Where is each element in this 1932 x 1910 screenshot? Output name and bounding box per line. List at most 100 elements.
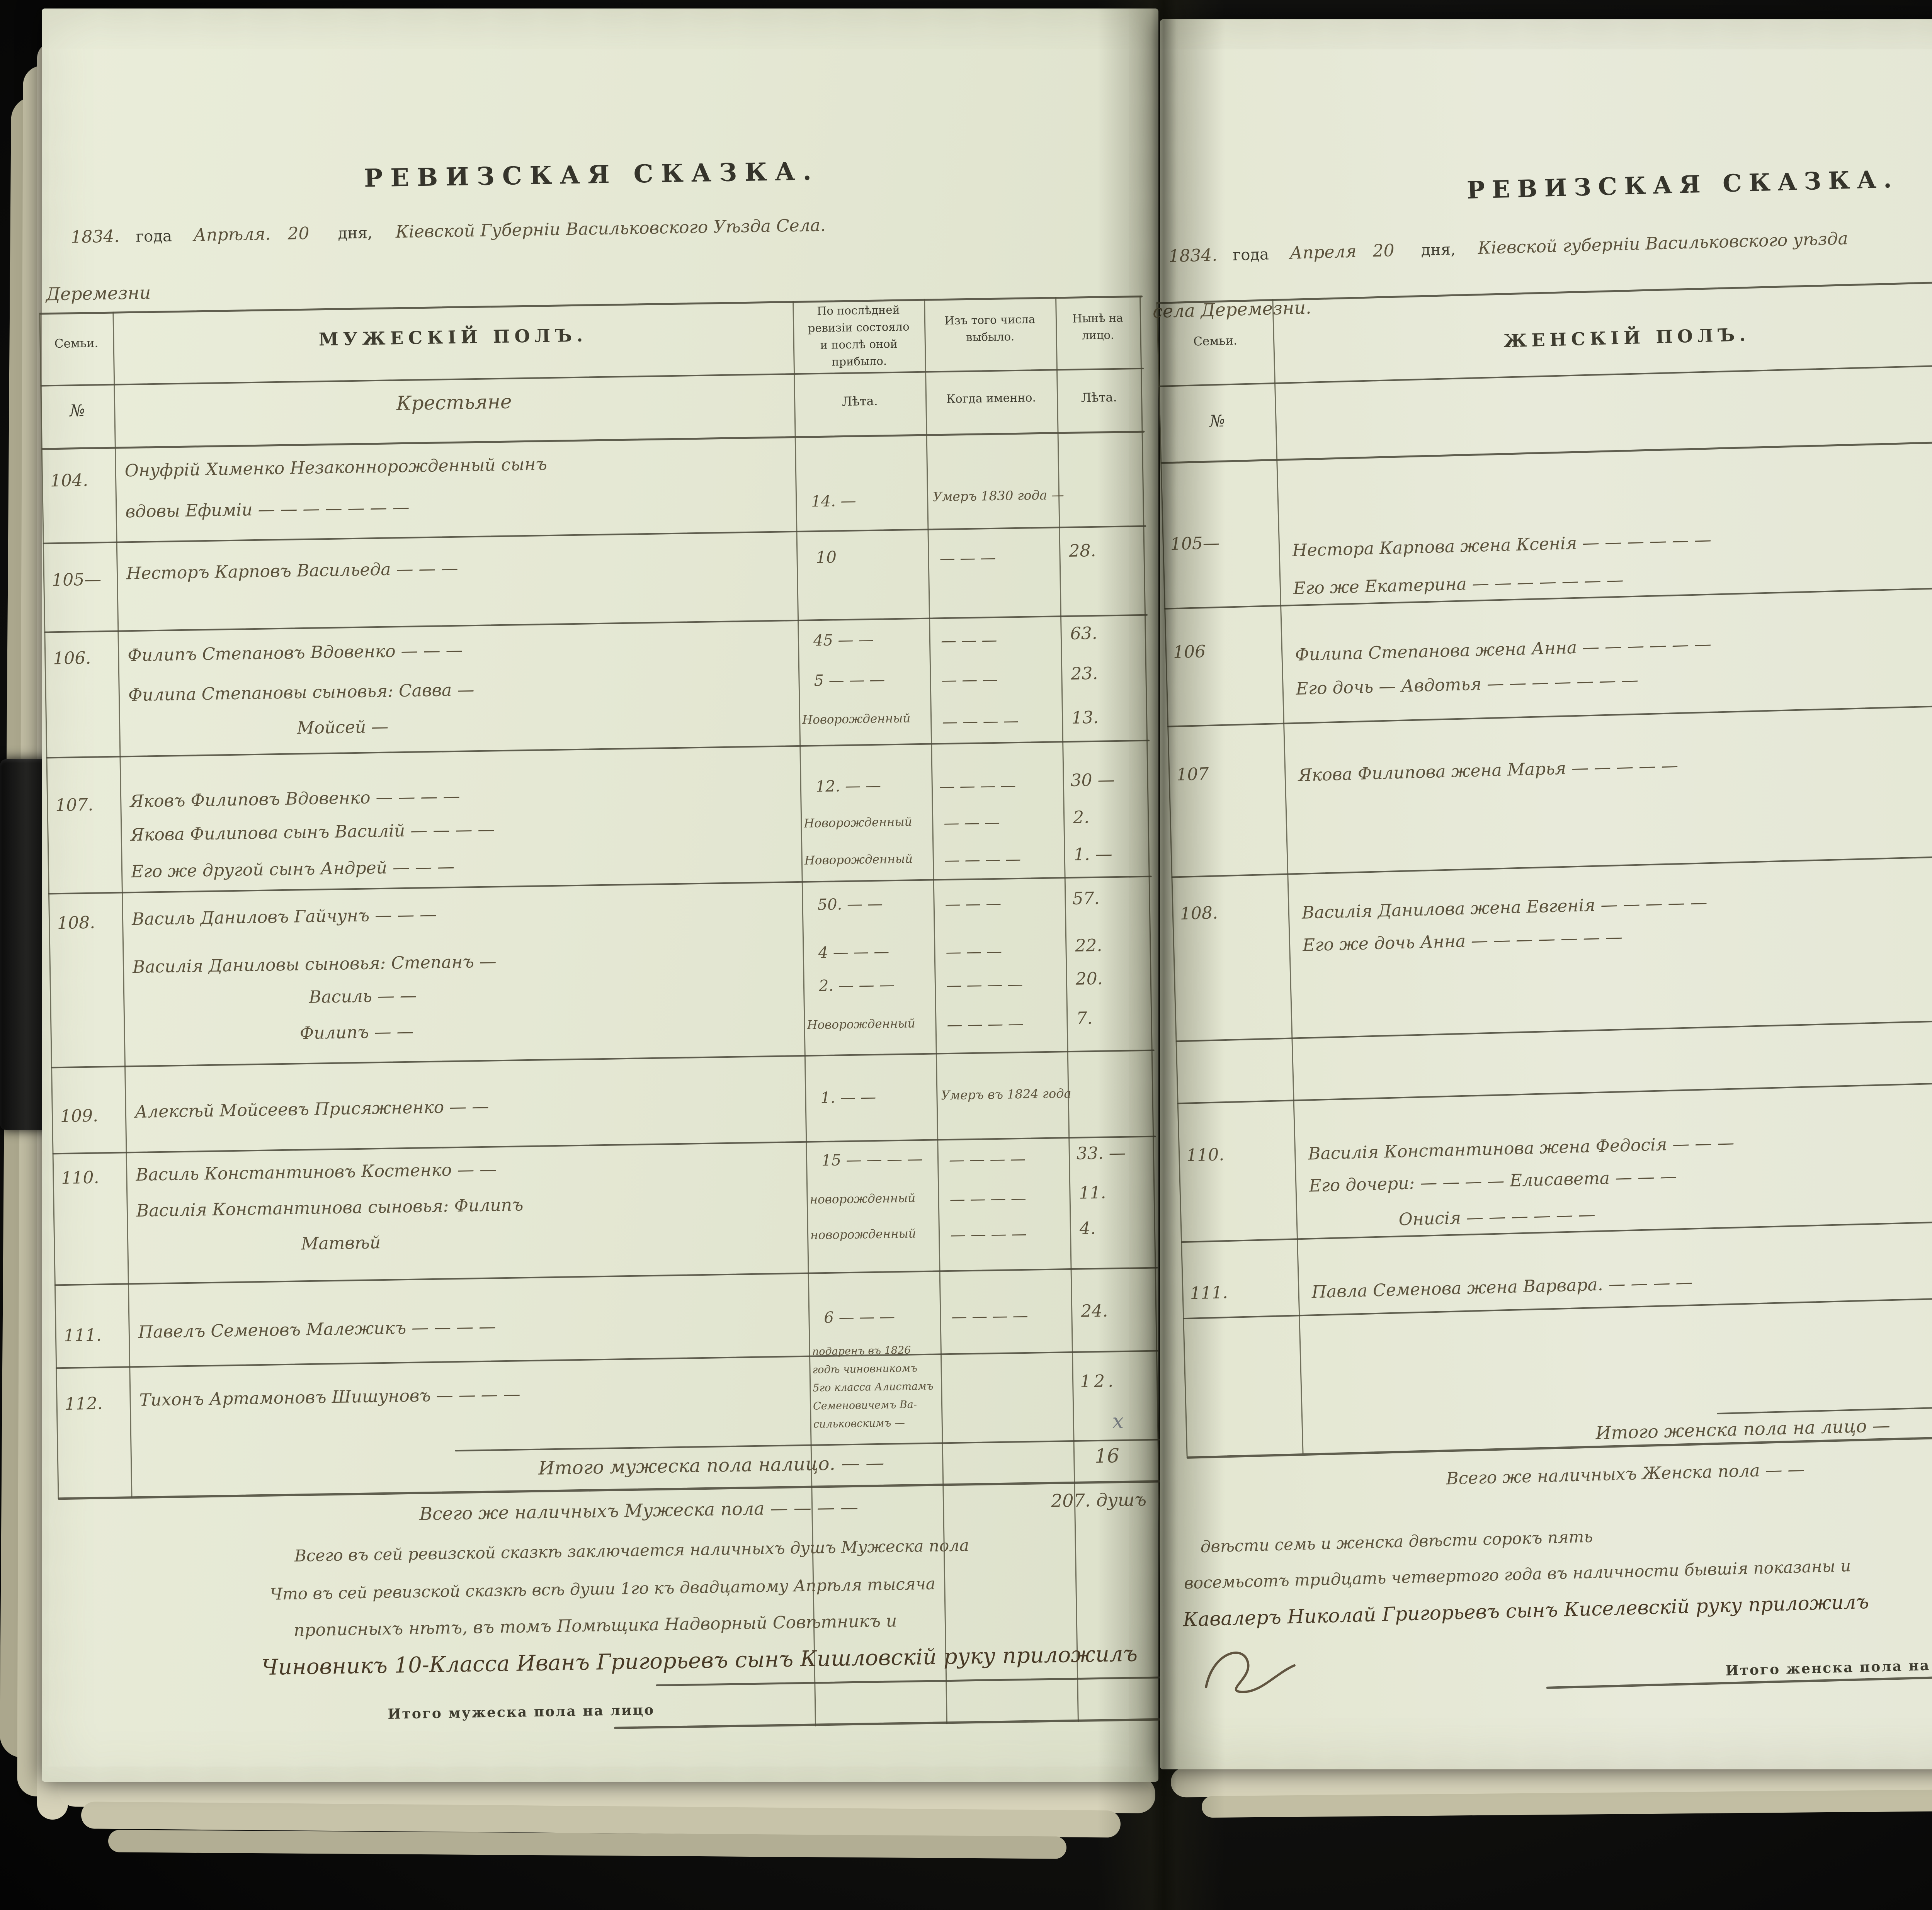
family-no: 108. [1180,903,1218,924]
date-day: 20 [1372,240,1395,261]
table-rule [56,1350,1159,1369]
entry-name: Якова Филипова жена Марья — — — — — [1298,756,1679,785]
entry-name: Филипъ Степановъ Вдовенко — — — [127,640,463,666]
age-last-revision: 5 — — — [814,671,885,690]
entry-name: Его же дочь Анна — — — — — — — [1302,927,1623,955]
header-line: лицо. [1082,328,1114,342]
revision-date-place2: Деремезни [46,282,151,305]
departed-note: — — — — [942,712,1019,731]
family-no: 109. [60,1106,99,1127]
header-family: Семьи. [1193,333,1238,349]
entry-name: Нестора Карпова жена Ксенія — — — — — — [1292,530,1712,561]
total-all-value: 207. душъ [1051,1489,1147,1511]
header-estate: Крестьяне [396,390,512,415]
transfer-note: подаренъ въ 1826 годѣ чиновникомъ 5го кл… [812,1341,941,1433]
entry-name: Матвѣй [301,1233,381,1254]
entry-name: Василь — — [308,986,417,1007]
entry-name: Его дочери: — — — — Елисавета — — — [1308,1166,1677,1196]
entry-name: Василія Данилова жена Евгенія — — — — — [1301,892,1708,923]
age-now: 12. [1080,1371,1117,1392]
attestation-line: Что въ сей ревизской сказкѣ всѣ души 1го… [270,1574,936,1604]
transfer-note-line: сильковскимъ — [813,1417,905,1431]
date-year-word: года [135,227,172,246]
total-all-label: Всего же наличныхъ Женска пола — — [1446,1460,1805,1489]
header-line: ревизіи состояло [808,320,910,335]
entry-name: Павла Семенова жена Варвара. — — — — [1311,1272,1693,1302]
transfer-note-line: Семеновичемъ Ва- [813,1399,917,1412]
age-now: 33. — [1076,1143,1126,1164]
age-now: 20. [1075,969,1103,989]
date-day-word: дня, [338,224,373,243]
entry-name: Якова Филипова сынъ Василій — — — — [130,819,495,845]
table-rule [54,1267,1158,1286]
departed-note: — — — — [944,850,1021,870]
age-last-revision: 15 — — — — [821,1150,923,1170]
entry-name: Несторъ Карповъ Васильеда — — — [126,558,458,584]
table-rule [1717,1399,1932,1415]
departed-note: — — — [946,942,1002,962]
table-rule [1175,1013,1932,1042]
age-last-revision: Новорожденный [804,815,912,831]
table-rule [1177,1075,1932,1105]
signature-line: Чиновникъ 10-Класса Иванъ Григорьевъ сын… [261,1641,1138,1681]
pencil-x-mark: x [1112,1409,1124,1433]
entry-name: Онисія — — — — — — [1398,1205,1596,1230]
header-out-sub: Когда именно. [946,391,1036,406]
revision-date-line: 1834. года Апрѣля. 20 дня, Кіевской Губе… [71,216,826,247]
header-gender: МУЖЕСКІЙ ПОЛЪ. [318,325,588,350]
age-last-revision: 12. — — [815,777,881,796]
family-no: 105— [51,569,102,590]
entry-name: Василія Константинова жена Федосія — — — [1308,1133,1735,1164]
age-now: 22. [1075,935,1102,956]
table-rule [43,525,1146,544]
age-last-revision: 6 — — — [824,1308,895,1327]
header-line: выбыло. [966,330,1015,344]
entry-name: Яковъ Филиповъ Вдовенко — — — — [129,786,460,812]
table-rule [58,1480,1162,1500]
table-rule [46,739,1150,759]
age-now: 28. [1068,540,1096,561]
table-rule [44,614,1148,633]
column-rule [39,313,59,1499]
header-line: По послѣдней [816,303,900,318]
family-no: 107. [55,795,94,816]
signature-flourish [1205,1652,1296,1693]
column-rule [1272,299,1304,1454]
entry-name: Филипа Степанова жена Анна — — — — — — [1294,634,1712,665]
age-last-revision: 14. — [811,492,856,511]
header-now-sub: Лѣта. [1081,389,1117,405]
total-present-value: 16 [1094,1444,1120,1468]
revision-date-line: 1834. года Апреля 20 дня, Кіевской губер… [1168,229,1849,266]
column-rule [112,311,133,1498]
entry-name: Павелъ Семеновъ Малежикъ — — — — [138,1317,496,1342]
attestation-line: прописныхъ нѣтъ, въ томъ Помѣщика Надвор… [293,1611,897,1640]
page-title: РЕВИЗСКАЯ СКАЗКА. [1466,165,1899,204]
departed-note: — — — — [939,777,1016,796]
table-rule [51,1049,1155,1069]
column-rule [1156,302,1188,1457]
header-gender: ЖЕНСКІЙ ПОЛЪ. [1503,324,1751,352]
age-last-revision: 10 [816,547,837,567]
family-no: 106 [1173,641,1206,663]
date-month: Апрѣля. [193,224,271,245]
age-last-revision: 1. — — [820,1088,876,1107]
age-last-revision: Новорожденный [807,1016,916,1032]
header-prev-sub: Лѣта. [842,393,878,409]
departed-note: Умеръ въ 1824 года [941,1086,1071,1103]
departed-note: — — — [939,549,996,568]
departed-note: — — — [941,670,998,690]
entry-name: Его же Екатерина — — — — — — — [1293,570,1624,598]
entry-name: вдовы Ефиміи — — — — — — — [125,497,410,522]
header-col-now: Нынѣ на лицо. [1056,309,1140,344]
entry-name: Онуфрій Хименко Незаконнорожденный сынъ [124,454,547,481]
table-rule [1167,698,1932,727]
family-no: 110. [1186,1145,1225,1166]
header-no: № [70,401,85,420]
entry-name: Тихонъ Артамоновъ Шишуновъ — — — — [139,1384,521,1410]
left-page: РЕВИЗСКАЯ СКАЗКА. 1834. года Апрѣля. 20 … [39,8,1163,1782]
entry-name: Алексѣй Мойсеевъ Присяжненко — — [134,1096,489,1122]
header-line: прибыло. [831,354,887,369]
entry-name: Василія Константинова сыновья: Филипъ [136,1195,524,1221]
page-title: РЕВИЗСКАЯ СКАЗКА. [364,156,820,193]
